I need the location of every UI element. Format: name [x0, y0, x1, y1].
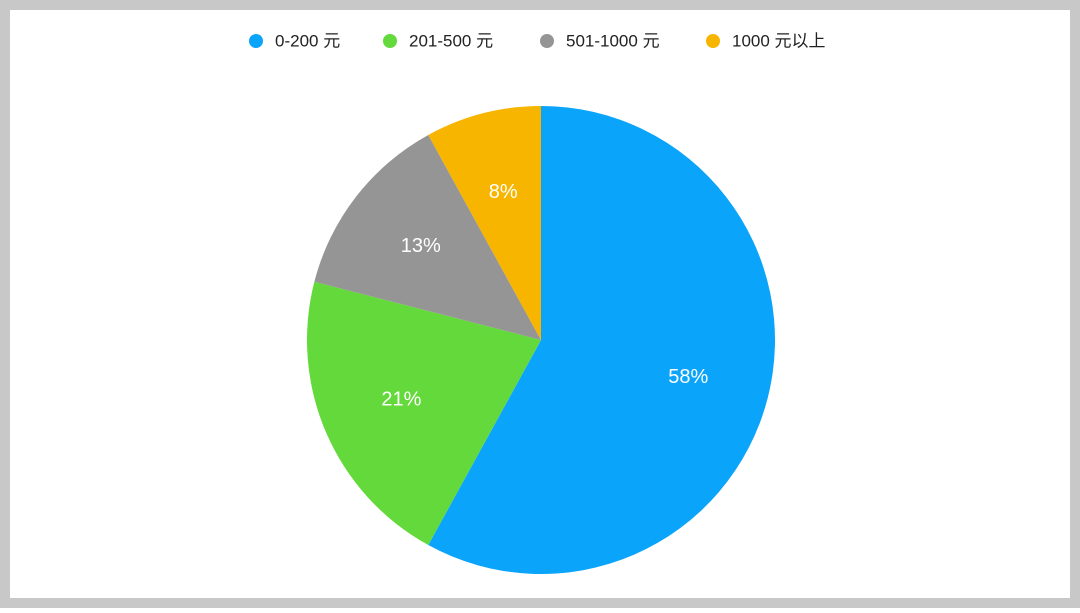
value-label: 58%: [668, 366, 708, 388]
legend-marker: [383, 34, 397, 48]
legend-label: 1000 元以上: [732, 31, 826, 50]
legend-label: 201-500 元: [409, 31, 493, 50]
pie-slice: [428, 106, 541, 340]
pie-slice: [307, 281, 541, 546]
value-label: 21%: [381, 389, 421, 411]
value-label: 13%: [401, 235, 441, 257]
legend-label: 501-1000 元: [566, 31, 660, 50]
legend-label: 0-200 元: [275, 31, 340, 50]
legend-marker: [706, 34, 720, 48]
pie-slice: [314, 134, 541, 340]
legend-marker: [249, 34, 263, 48]
pie-slice: [428, 106, 775, 574]
legend-marker: [540, 34, 554, 48]
value-label: 8%: [489, 181, 518, 203]
